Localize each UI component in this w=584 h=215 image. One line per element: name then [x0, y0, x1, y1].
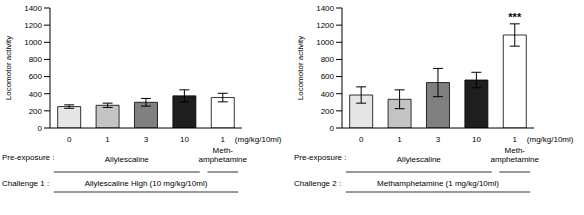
svg-text:(mg/kg/10ml): (mg/kg/10ml)	[235, 135, 282, 144]
svg-text:Allylescaline High (10 mg/kg/1: Allylescaline High (10 mg/kg/10ml)	[85, 179, 208, 188]
svg-text:200: 200	[29, 107, 43, 116]
svg-text:1: 1	[105, 135, 110, 144]
svg-text:1400: 1400	[24, 4, 42, 13]
svg-text:600: 600	[321, 72, 335, 81]
svg-text:Pre-exposure :: Pre-exposure :	[294, 153, 346, 162]
svg-text:800: 800	[29, 55, 43, 64]
svg-text:3: 3	[436, 135, 441, 144]
svg-text:Locomotor activity: Locomotor activity	[8, 36, 13, 100]
svg-text:amphetamine: amphetamine	[491, 155, 540, 164]
svg-text:400: 400	[29, 90, 43, 99]
svg-text:Locomotor activity: Locomotor activity	[296, 36, 305, 100]
svg-text:amphetamine: amphetamine	[199, 155, 248, 164]
svg-text:1: 1	[397, 135, 402, 144]
svg-text:10: 10	[472, 135, 481, 144]
svg-text:Meth-: Meth-	[505, 146, 526, 155]
svg-text:1000: 1000	[316, 38, 334, 47]
svg-text:Allylescaline: Allylescaline	[105, 155, 150, 164]
svg-text:0: 0	[359, 135, 364, 144]
svg-text:Meth-: Meth-	[213, 146, 234, 155]
svg-text:0: 0	[38, 124, 43, 133]
svg-text:Challenge 2 :: Challenge 2 :	[294, 179, 341, 188]
svg-text:1: 1	[513, 135, 518, 144]
svg-text:Pre-exposure :: Pre-exposure :	[8, 153, 54, 162]
svg-text:***: ***	[508, 11, 522, 23]
svg-text:1200: 1200	[24, 21, 42, 30]
svg-text:1000: 1000	[24, 38, 42, 47]
svg-text:800: 800	[321, 55, 335, 64]
svg-text:1200: 1200	[316, 21, 334, 30]
svg-text:200: 200	[321, 107, 335, 116]
svg-text:1: 1	[221, 135, 226, 144]
svg-text:400: 400	[321, 90, 335, 99]
svg-text:0: 0	[330, 124, 335, 133]
svg-text:3: 3	[144, 135, 149, 144]
svg-text:0: 0	[67, 135, 72, 144]
svg-text:1400: 1400	[316, 4, 334, 13]
svg-text:Challenge 1 :: Challenge 1 :	[8, 179, 49, 188]
svg-text:Methamphetamine (1 mg/kg/10ml): Methamphetamine (1 mg/kg/10ml)	[377, 179, 499, 188]
svg-text:Allylescaline: Allylescaline	[397, 155, 442, 164]
svg-text:10: 10	[180, 135, 189, 144]
svg-text:(mg/kg/10ml): (mg/kg/10ml)	[527, 135, 574, 144]
svg-text:600: 600	[29, 72, 43, 81]
